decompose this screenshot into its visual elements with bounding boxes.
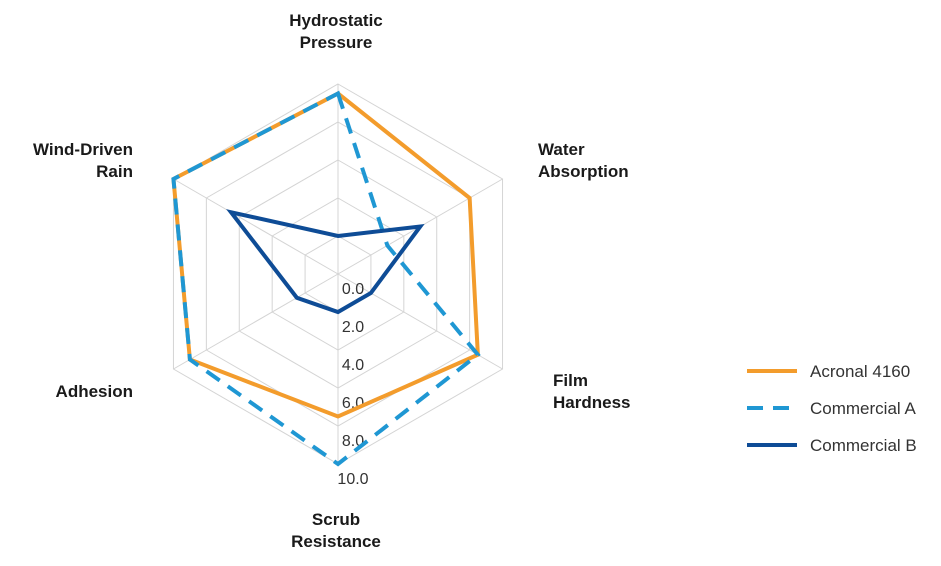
tick-labels: 0.02.04.06.08.010.0 xyxy=(337,281,368,488)
series-lines xyxy=(171,90,481,467)
axis-label-line: Hardness xyxy=(553,393,630,412)
tick-label: 4.0 xyxy=(342,357,364,374)
axis-label-line: Wind-Driven xyxy=(33,140,133,159)
legend-label: Commercial A xyxy=(810,399,916,418)
axis-label: Hydrostatic Pressure xyxy=(289,11,383,52)
axis-label-line: Rain xyxy=(96,162,133,181)
axis-spoke-5 xyxy=(173,178,339,275)
axis-label-line: Scrub xyxy=(312,510,360,529)
series-line-2 xyxy=(226,209,425,315)
legend-label: Acronal 4160 xyxy=(810,362,910,381)
axis-label-line: Pressure xyxy=(300,33,373,52)
axis-label: Scrub Resistance xyxy=(291,510,381,551)
grid xyxy=(172,83,504,465)
legend-label: Commercial B xyxy=(810,436,917,455)
axis-label-line: Adhesion xyxy=(56,382,133,401)
series-line-0 xyxy=(171,91,480,419)
axis-labels: Hydrostatic Pressure Water Absorption Film Ha… xyxy=(33,11,630,551)
axis-label-line: Resistance xyxy=(291,532,381,551)
axis-label: Water Absorption xyxy=(538,140,629,181)
tick-label: 2.0 xyxy=(342,319,364,336)
series-line-1 xyxy=(171,90,481,467)
legend: Acronal 4160 Commercial A Commercial B xyxy=(747,362,917,455)
axis-label: Adhesion xyxy=(56,382,133,401)
axis-label-line: Absorption xyxy=(538,162,629,181)
tick-label: 10.0 xyxy=(337,471,368,488)
tick-label: 0.0 xyxy=(342,281,364,298)
axis-label-line: Film xyxy=(553,371,588,390)
axis-spoke-4 xyxy=(173,273,339,370)
axis-label: Wind-Driven Rain xyxy=(33,140,133,181)
axis-label-line: Water xyxy=(538,140,585,159)
axis-label-line: Hydrostatic xyxy=(289,11,383,30)
axis-label: Film Hardness xyxy=(553,371,630,412)
